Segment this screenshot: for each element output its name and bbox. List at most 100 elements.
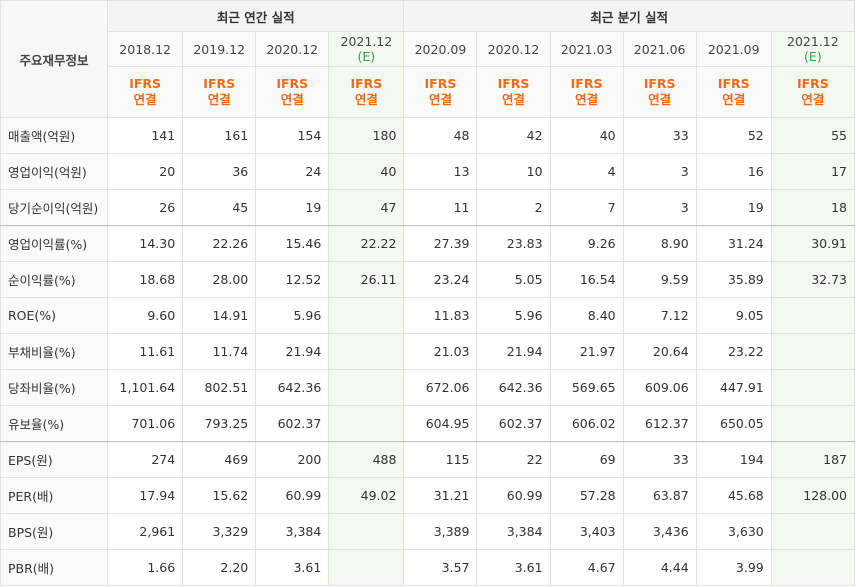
period-header[interactable]: 2020.09 [403, 31, 478, 67]
value-cell: 17.94 [107, 477, 184, 514]
basis-label: 연결 [502, 92, 526, 107]
value-cell: 802.51 [182, 369, 257, 406]
ifrs-label: IFRS [424, 76, 457, 91]
row-label: 유보율(%) [0, 405, 109, 442]
table-row: 당기순이익(억원) 26 45 19 47 11 2 7 3 19 18 [0, 189, 856, 226]
value-cell: 63.87 [622, 477, 697, 514]
value-cell: 187 [770, 441, 856, 478]
period-header[interactable]: 2020.12 [255, 31, 330, 67]
value-cell: 32.73 [770, 261, 856, 298]
value-cell: 21.03 [403, 333, 478, 370]
row-label: 당기순이익(억원) [0, 189, 109, 226]
value-cell [770, 297, 856, 334]
ifrs-basis-header: IFRS 연결 [476, 66, 551, 118]
value-cell: 40 [549, 117, 624, 154]
value-cell [770, 333, 856, 370]
value-cell: 1,101.64 [107, 369, 184, 406]
basis-label: 연결 [207, 92, 231, 107]
period-label: 2018.12 [119, 41, 171, 57]
value-cell: 569.65 [549, 369, 624, 406]
ifrs-label: IFRS [643, 76, 676, 91]
period-header[interactable]: 2021.09 [695, 31, 772, 67]
value-cell: 19 [255, 189, 330, 226]
value-cell: 31.24 [695, 225, 772, 262]
period-header[interactable]: 2018.12 [107, 31, 184, 67]
ifrs-label: IFRS [497, 76, 530, 91]
ifrs-basis-header: IFRS 연결 [695, 66, 772, 118]
value-cell: 55 [770, 117, 856, 154]
value-cell: 4 [549, 153, 624, 190]
value-cell: 17 [770, 153, 856, 190]
value-cell: 57.28 [549, 477, 624, 514]
value-cell: 793.25 [182, 405, 257, 442]
value-cell: 672.06 [403, 369, 478, 406]
basis-label: 연결 [280, 92, 304, 107]
value-cell: 31.21 [403, 477, 478, 514]
value-cell: 48 [403, 117, 478, 154]
value-cell: 8.40 [549, 297, 624, 334]
period-label: 2021.06 [633, 41, 686, 57]
period-header[interactable]: 2021.06 [622, 31, 697, 67]
value-cell: 19 [695, 189, 772, 226]
value-cell: 3,436 [622, 513, 697, 550]
basis-label: 연결 [801, 92, 825, 107]
value-cell: 18.68 [107, 261, 184, 298]
row-label: 영업이익(억원) [0, 153, 109, 190]
ifrs-basis-header: IFRS 연결 [403, 66, 478, 118]
value-cell: 3 [622, 153, 697, 190]
value-cell: 13 [403, 153, 478, 190]
value-cell [328, 513, 405, 550]
ifrs-basis-header: IFRS 연결 [622, 66, 697, 118]
value-cell: 5.05 [476, 261, 551, 298]
ifrs-basis-header: IFRS 연결 [182, 66, 257, 118]
value-cell [770, 369, 856, 406]
ifrs-basis-header: IFRS 연결 [549, 66, 624, 118]
value-cell: 21.94 [476, 333, 551, 370]
value-cell: 45.68 [695, 477, 772, 514]
value-cell [328, 369, 405, 406]
table-row: 유보율(%) 701.06 793.25 602.37 604.95 602.37 606.… [0, 405, 856, 442]
row-label: PBR(배) [0, 549, 109, 586]
row-label: 순이익률(%) [0, 261, 109, 298]
value-cell: 23.22 [695, 333, 772, 370]
value-cell: 7 [549, 189, 624, 226]
quarter-header: 최근 분기 실적 [403, 0, 855, 32]
table-row: BPS(원) 2,961 3,329 3,384 3,389 3,384 3,403 3,43… [0, 513, 856, 550]
value-cell: 28.00 [182, 261, 257, 298]
value-cell: 14.30 [107, 225, 184, 262]
value-cell: 52 [695, 117, 772, 154]
value-cell: 20 [107, 153, 184, 190]
table-row: 당좌비율(%) 1,101.64 802.51 642.36 672.06 642.36 5… [0, 369, 856, 406]
value-cell: 200 [255, 441, 330, 478]
row-label: 부채비율(%) [0, 333, 109, 370]
period-label: 2020.12 [487, 41, 540, 57]
period-header[interactable]: 2021.03 [549, 31, 624, 67]
value-cell: 3,403 [549, 513, 624, 550]
value-cell: 488 [328, 441, 405, 478]
value-cell: 11.74 [182, 333, 257, 370]
period-header[interactable]: 2021.12 (E) [328, 31, 405, 67]
value-cell: 180 [328, 117, 405, 154]
value-cell: 42 [476, 117, 551, 154]
value-cell: 609.06 [622, 369, 697, 406]
period-header[interactable]: 2020.12 [476, 31, 551, 67]
value-cell: 49.02 [328, 477, 405, 514]
row-label: BPS(원) [0, 513, 109, 550]
value-cell: 3.99 [695, 549, 772, 586]
value-cell: 69 [549, 441, 624, 478]
value-cell: 2 [476, 189, 551, 226]
value-cell: 12.52 [255, 261, 330, 298]
value-cell: 11.83 [403, 297, 478, 334]
value-cell: 602.37 [255, 405, 330, 442]
value-cell: 3,329 [182, 513, 257, 550]
table-row: 영업이익(억원) 20 36 24 40 13 10 4 3 16 17 [0, 153, 856, 190]
value-cell [770, 549, 856, 586]
estimate-marker: (E) [357, 49, 376, 64]
value-cell: 22.22 [328, 225, 405, 262]
basis-label: 연결 [428, 92, 452, 107]
period-header[interactable]: 2021.12 (E) [770, 31, 856, 67]
value-cell: 3,384 [255, 513, 330, 550]
value-cell: 22.26 [182, 225, 257, 262]
value-cell: 9.05 [695, 297, 772, 334]
period-header[interactable]: 2019.12 [182, 31, 257, 67]
